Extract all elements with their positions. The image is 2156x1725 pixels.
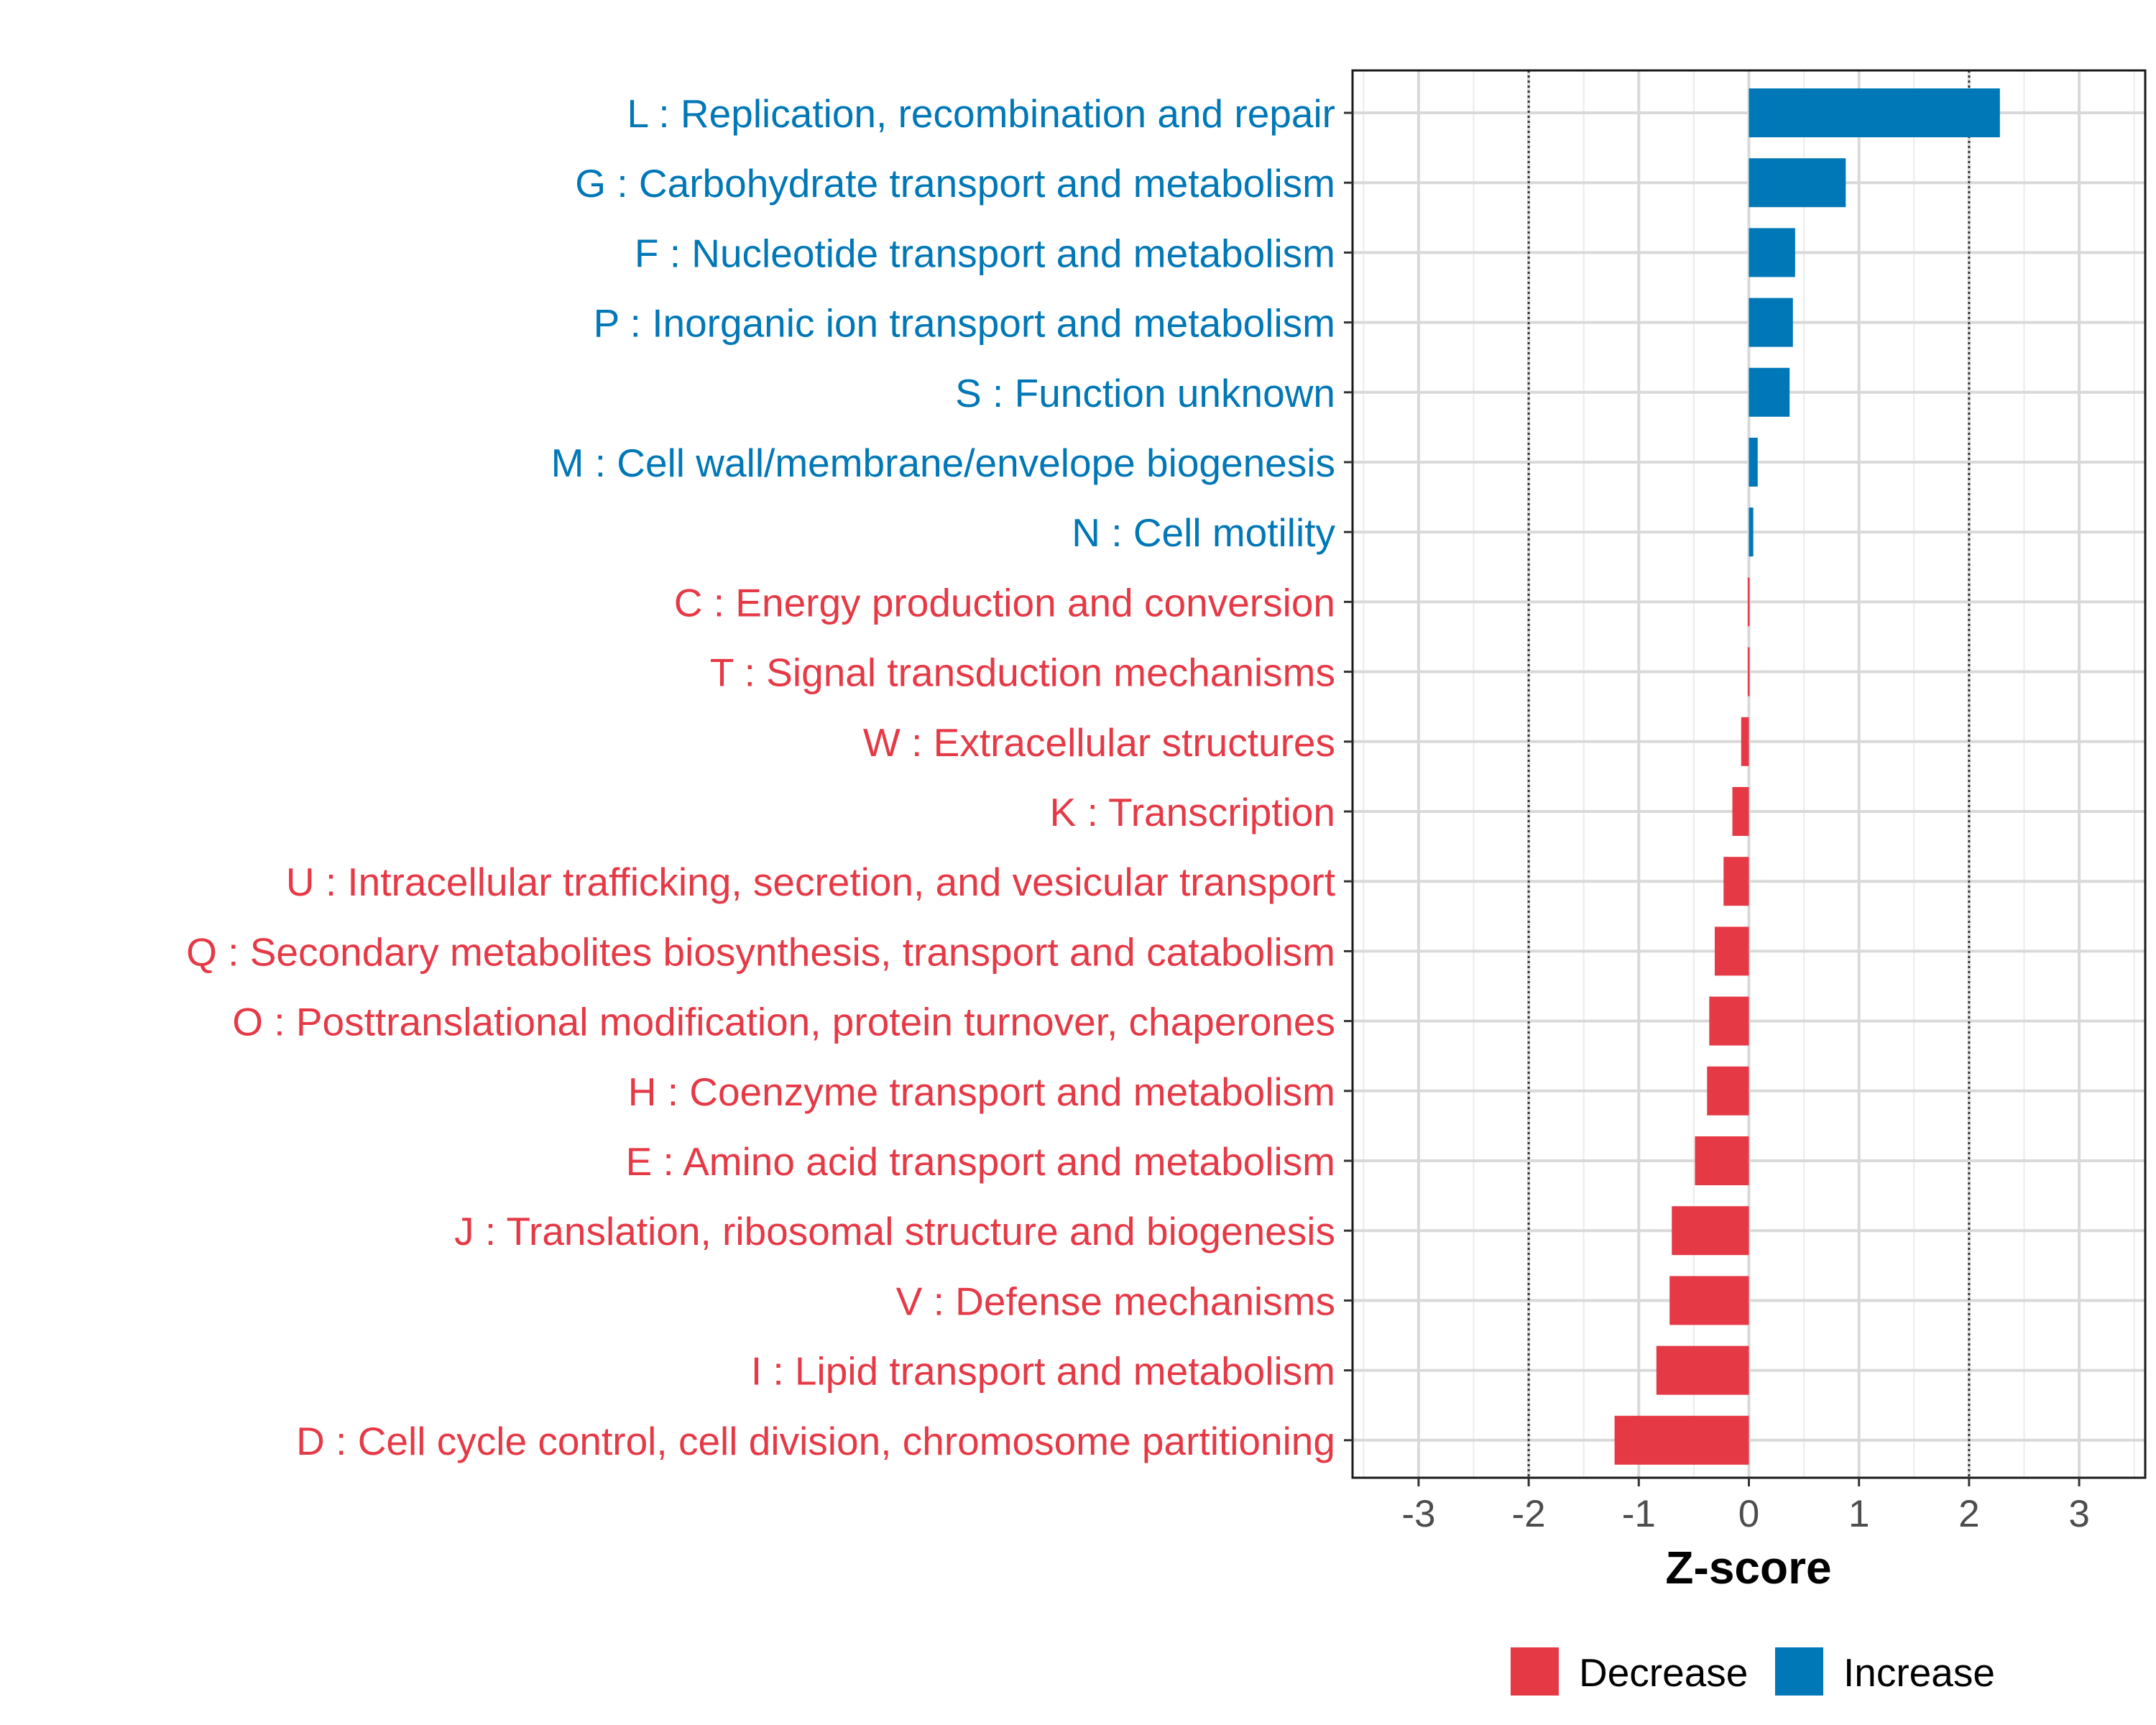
legend: Decrease Increase xyxy=(1511,1647,1995,1696)
legend-label: Increase xyxy=(1843,1650,1995,1695)
bar xyxy=(1669,1276,1749,1325)
reference-lines xyxy=(1527,70,1971,1478)
y-tick-label: E : Amino acid transport and metabolism xyxy=(626,1139,1335,1184)
bar xyxy=(1749,88,2000,137)
x-tick-label: -2 xyxy=(1512,1493,1546,1535)
y-tick-label: H : Coenzyme transport and metabolism xyxy=(628,1070,1335,1114)
bar xyxy=(1723,857,1749,906)
bar xyxy=(1672,1206,1749,1256)
bar xyxy=(1741,717,1749,766)
bar xyxy=(1747,577,1750,627)
x-tick-label: -3 xyxy=(1401,1493,1435,1535)
y-tick-label: Q : Secondary metabolites biosynthesis, … xyxy=(186,929,1335,974)
bar xyxy=(1732,787,1749,836)
legend-swatch xyxy=(1511,1647,1559,1696)
bars xyxy=(1614,88,2000,1465)
y-tick-label: G : Carbohydrate transport and metabolis… xyxy=(575,161,1335,206)
y-tick-label: K : Transcription xyxy=(1050,790,1335,834)
x-tick-label: -1 xyxy=(1622,1493,1656,1535)
bar xyxy=(1656,1346,1749,1395)
y-axis-ticks xyxy=(1344,111,1353,1442)
y-axis-labels: L : Replication, recombination and repai… xyxy=(186,91,1335,1463)
x-tick-label: 1 xyxy=(1848,1493,1869,1535)
bar xyxy=(1749,298,1793,347)
y-tick-label: S : Function unknown xyxy=(955,371,1335,415)
legend-label: Decrease xyxy=(1579,1650,1748,1695)
y-tick-label: T : Signal transduction mechanisms xyxy=(710,650,1335,695)
y-tick-label: L : Replication, recombination and repai… xyxy=(627,91,1335,136)
y-tick-label: N : Cell motility xyxy=(1072,510,1335,555)
bar xyxy=(1707,1066,1749,1116)
x-tick-label: 2 xyxy=(1958,1493,1979,1535)
bar xyxy=(1709,996,1749,1046)
bar xyxy=(1747,647,1750,696)
bar xyxy=(1749,507,1754,557)
x-tick-label: 0 xyxy=(1738,1493,1759,1535)
y-tick-label: M : Cell wall/membrane/envelope biogenes… xyxy=(551,441,1335,485)
y-tick-label: V : Defense mechanisms xyxy=(896,1279,1335,1323)
bar xyxy=(1749,438,1758,487)
x-axis-title: Z-score xyxy=(1665,1542,1831,1593)
bar xyxy=(1749,228,1795,277)
y-tick-label: W : Extracellular structures xyxy=(863,720,1335,765)
y-tick-label: O : Posttranslational modification, prot… xyxy=(232,1000,1335,1044)
y-tick-label: J : Translation, ribosomal structure and… xyxy=(454,1209,1335,1254)
bar xyxy=(1695,1136,1749,1185)
y-tick-label: I : Lipid transport and metabolism xyxy=(751,1349,1335,1394)
y-tick-label: D : Cell cycle control, cell division, c… xyxy=(296,1419,1335,1463)
bar xyxy=(1715,926,1749,976)
x-tick-label: 3 xyxy=(2068,1493,2089,1535)
x-axis-ticks: -3 -2 -1 0 1 2 3 xyxy=(1401,1478,2090,1535)
bar xyxy=(1749,158,1846,208)
y-tick-label: U : Intracellular trafficking, secretion… xyxy=(286,860,1335,904)
bar xyxy=(1749,367,1790,417)
bar xyxy=(1614,1415,1749,1465)
y-tick-label: C : Energy production and conversion xyxy=(674,580,1335,625)
y-tick-label: F : Nucleotide transport and metabolism xyxy=(635,231,1335,275)
legend-swatch xyxy=(1775,1647,1823,1696)
y-tick-label: P : Inorganic ion transport and metaboli… xyxy=(594,301,1335,346)
